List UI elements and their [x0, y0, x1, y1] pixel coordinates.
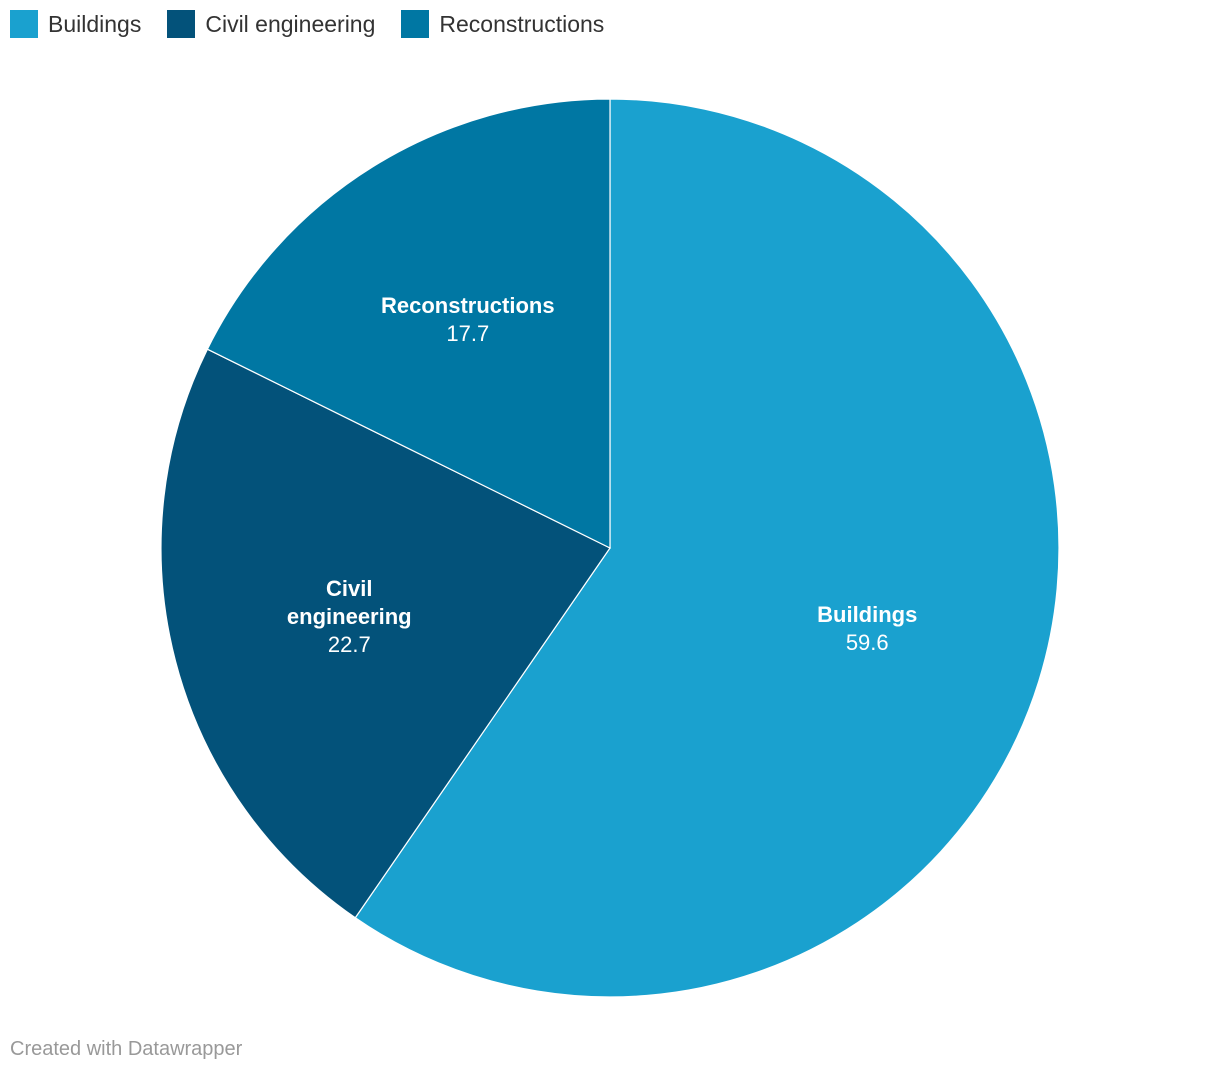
footer-credit: Created with Datawrapper: [10, 1038, 243, 1060]
legend-swatch-buildings: [10, 10, 38, 38]
pie-slice-civil-engineering: [160, 348, 611, 919]
legend-label-buildings: Buildings: [48, 10, 142, 37]
pie-slice-reconstructions: [206, 98, 611, 549]
slice-label-reconstructions: Reconstructions 17.7: [381, 293, 555, 346]
pie-slice-buildings: [354, 98, 1060, 998]
slice-label-value-buildings: 59.6: [846, 630, 889, 655]
slice-label-name-reconstructions: Reconstructions: [381, 293, 555, 318]
slice-label-name-civil-engineering: engineering: [287, 604, 412, 629]
legend-item-reconstructions: Reconstructions: [401, 10, 604, 38]
slice-label-buildings: Buildings 59.6: [817, 602, 917, 655]
slice-label-name-buildings: Buildings: [817, 602, 917, 627]
legend-label-civil-engineering: Civil engineering: [205, 10, 376, 37]
legend-item-buildings: Buildings: [10, 10, 141, 38]
slice-label-civil-engineering: Civil engineering 22.7: [287, 576, 412, 657]
legend-swatch-reconstructions: [401, 10, 430, 38]
legend-swatch-civil-engineering: [167, 10, 196, 38]
slice-label-name-civil-engineering: Civil: [326, 576, 372, 601]
slice-label-value-civil-engineering: 22.7: [328, 632, 371, 657]
slice-label-value-reconstructions: 17.7: [446, 321, 489, 346]
legend-item-civil-engineering: Civil engineering: [167, 10, 375, 38]
legend-label-reconstructions: Reconstructions: [439, 10, 605, 37]
chart-legend: Buildings Civil engineering Reconstructi…: [10, 8, 630, 40]
